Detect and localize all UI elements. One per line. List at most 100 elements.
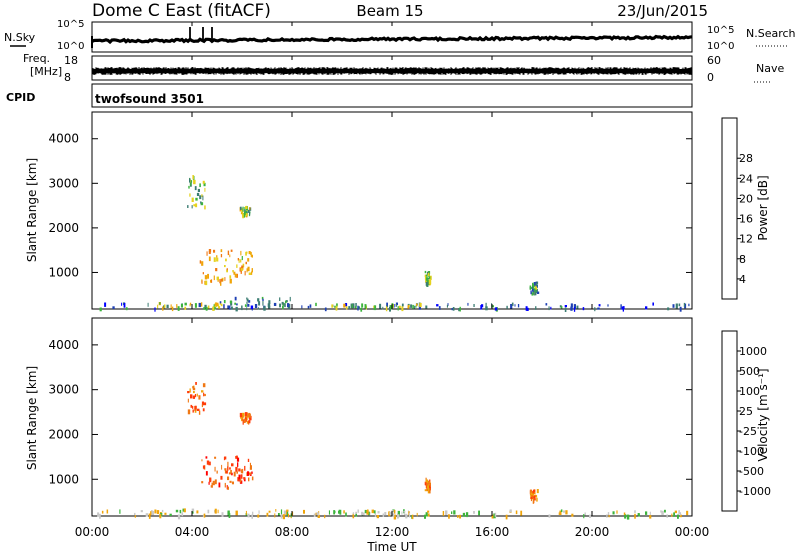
velocity-echo-cell xyxy=(339,509,342,515)
freq-unit-label: [MHz] xyxy=(30,65,62,78)
velocity-echo-cell xyxy=(214,508,217,514)
velocity-echo-cell xyxy=(583,514,585,519)
velocity-echo-cell xyxy=(251,476,254,481)
beam-title: Beam 15 xyxy=(356,2,423,20)
velocity-echo-cell xyxy=(246,421,248,424)
velocity-echo-cell xyxy=(427,513,430,517)
power-echo-cell xyxy=(481,304,484,308)
power-echo-cell xyxy=(573,304,576,310)
power-echo-cell xyxy=(193,179,196,185)
power-echo-cell xyxy=(379,303,382,309)
velocity-echo-cell xyxy=(242,414,244,417)
velocity-echo-cell xyxy=(196,393,198,397)
y-tick-label: 3000 xyxy=(48,383,79,397)
power-echo-cell xyxy=(284,303,286,308)
power-echo-cell xyxy=(350,303,352,309)
power-echo-cell xyxy=(112,306,115,309)
colorbar-tick-label: -100 xyxy=(739,445,764,458)
power-echo-cell xyxy=(245,251,247,256)
velocity-colorbar-label: Velocity [m s⁻¹] xyxy=(756,368,770,461)
velocity-echo-cell xyxy=(247,458,250,462)
power-echo-cell xyxy=(559,305,562,308)
velocity-echo-cell xyxy=(140,510,143,513)
velocity-echo-cell xyxy=(190,404,193,408)
power-echo-cell xyxy=(157,304,159,309)
velocity-echo-cell xyxy=(491,514,494,519)
velocity-echo-cell xyxy=(221,464,223,470)
power-echo-cell xyxy=(570,306,573,311)
power-echo-cell xyxy=(190,180,193,183)
velocity-echo-cell xyxy=(416,512,418,517)
power-echo-cell xyxy=(200,302,203,307)
power-echo-cell xyxy=(240,250,242,256)
velocity-echo-cell xyxy=(216,470,218,474)
velocity-echo-cell xyxy=(366,510,369,515)
velocity-echo-cell xyxy=(678,510,680,515)
power-echo-cell xyxy=(229,278,232,284)
nave-tick-top: 60 xyxy=(707,54,721,67)
power-panel: 1000 2000 3000 4000 Slant Range [km] 4 8 12 16… xyxy=(25,111,770,312)
velocity-echo-cell xyxy=(384,512,387,516)
power-echo-cell xyxy=(331,304,334,308)
power-echo-cell xyxy=(352,303,355,309)
freq-tick-bottom: 8 xyxy=(64,71,71,84)
velocity-echo-cell xyxy=(231,463,234,467)
velocity-echo-cell xyxy=(187,398,189,403)
power-echo-cell xyxy=(530,290,532,295)
velocity-echo-cell xyxy=(571,513,574,517)
noise-trace xyxy=(91,27,693,48)
power-echo-cell xyxy=(395,304,397,307)
power-echo-cell xyxy=(201,194,203,197)
velocity-echo-cell xyxy=(371,509,374,514)
velocity-echo-cell xyxy=(315,512,317,516)
power-echo-cell xyxy=(244,207,246,210)
power-echo-cell xyxy=(204,304,207,309)
velocity-echo-cell xyxy=(626,514,630,520)
velocity-echo-cell xyxy=(145,513,149,517)
power-echo-cell xyxy=(191,197,194,202)
power-echo-cell xyxy=(242,263,245,268)
power-echo-cell xyxy=(219,279,221,284)
velocity-echo-cell xyxy=(192,395,195,399)
velocity-echo-cell xyxy=(203,402,207,406)
velocity-echo-cell xyxy=(246,415,248,418)
velocity-echo-cell xyxy=(249,472,252,475)
velocity-echo-cell xyxy=(442,511,445,516)
power-echo-cell xyxy=(246,298,249,302)
power-echo-cell xyxy=(357,305,359,311)
velocity-echo-cell xyxy=(661,510,664,515)
power-echo-cell xyxy=(241,305,243,311)
power-echo-cell xyxy=(248,300,251,303)
velocity-echo-cell xyxy=(352,512,354,515)
velocity-echo-cell xyxy=(202,465,205,469)
power-echo-cell xyxy=(164,304,166,309)
power-echo-cell xyxy=(301,305,303,309)
velocity-echo-cell xyxy=(671,513,673,517)
velocity-echo-cell xyxy=(202,408,205,412)
cpid-label: CPID xyxy=(6,91,35,104)
velocity-echo-cell xyxy=(190,394,193,399)
velocity-echo-cell xyxy=(664,509,666,513)
velocity-echo-cell xyxy=(97,512,100,517)
power-echo-cell xyxy=(534,288,536,293)
velocity-echo-cell xyxy=(494,512,497,517)
nsearch-label: N.Search xyxy=(746,27,796,40)
power-echo-cell xyxy=(533,282,536,287)
velocity-echo-cell xyxy=(686,510,689,516)
power-echo-cell xyxy=(192,175,194,180)
power-echo-cell xyxy=(199,195,202,200)
power-echo-cell xyxy=(533,288,535,291)
velocity-echo-cell xyxy=(660,510,662,513)
power-echo-cell xyxy=(597,307,600,310)
power-echo-cell xyxy=(436,304,439,307)
velocity-echo-cell xyxy=(328,510,330,515)
velocity-echo-cell xyxy=(403,510,406,513)
velocity-echo-cell xyxy=(240,469,242,474)
velocity-echo-cell xyxy=(224,468,227,474)
velocity-echo-cell xyxy=(119,509,121,514)
velocity-echo-cell xyxy=(214,456,217,459)
power-echo-cell xyxy=(536,291,540,294)
power-echo-cell xyxy=(480,305,483,310)
power-echo-cell xyxy=(236,303,238,306)
velocity-echo-cell xyxy=(258,510,260,514)
